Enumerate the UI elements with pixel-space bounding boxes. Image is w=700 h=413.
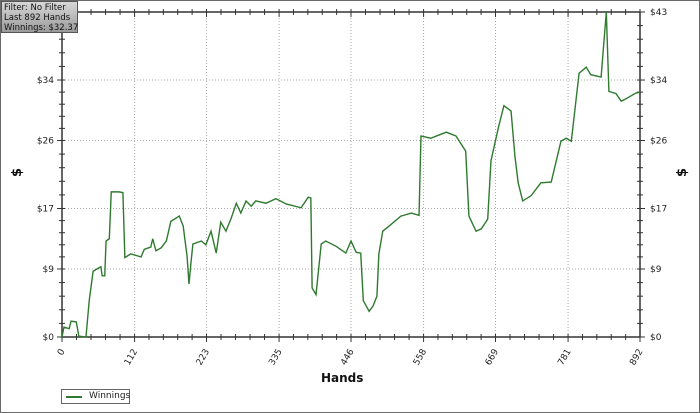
y-tick-label-right: $17 xyxy=(650,205,667,215)
y-tick-label-left: $0 xyxy=(43,333,55,343)
hands-count-text: Last 892 Hands xyxy=(4,13,71,23)
y-tick-label-left: $34 xyxy=(37,76,54,86)
y-tick-label-right: $34 xyxy=(650,76,667,86)
info-box: Filter: No Filter Last 892 Hands Winning… xyxy=(1,1,78,33)
y-tick-label-right: $26 xyxy=(650,136,667,146)
x-tick-label: 335 xyxy=(267,348,284,368)
x-tick-label: 669 xyxy=(484,347,501,367)
winnings-text: Winnings: $32.37 xyxy=(4,23,79,33)
y-tick-label-left: $9 xyxy=(43,265,55,275)
series-line-winnings xyxy=(61,11,641,338)
x-tick-label: 781 xyxy=(556,348,573,368)
x-tick-label: 112 xyxy=(123,348,140,368)
x-tick-label: 223 xyxy=(195,348,212,368)
y-tick-label-right: $0 xyxy=(650,333,662,343)
y-axis-label-right: $ xyxy=(675,167,691,178)
x-tick-label: 446 xyxy=(339,347,356,367)
y-axis-label-left: $ xyxy=(10,167,26,178)
y-tick-label-left: $26 xyxy=(37,136,54,146)
legend-label: Winnings xyxy=(89,391,131,401)
y-tick-label-left: $17 xyxy=(37,205,54,215)
legend: Winnings xyxy=(61,389,130,404)
filter-text: Filter: No Filter xyxy=(4,3,66,13)
x-tick-label: 558 xyxy=(412,347,429,367)
y-tick-label-right: $9 xyxy=(650,265,662,275)
x-axis-label: Hands xyxy=(321,371,364,385)
x-tick-label: 892 xyxy=(628,348,645,368)
x-tick-label: 0 xyxy=(56,347,68,357)
legend-swatch xyxy=(66,396,82,398)
y-tick-label-right: $43 xyxy=(650,8,667,18)
